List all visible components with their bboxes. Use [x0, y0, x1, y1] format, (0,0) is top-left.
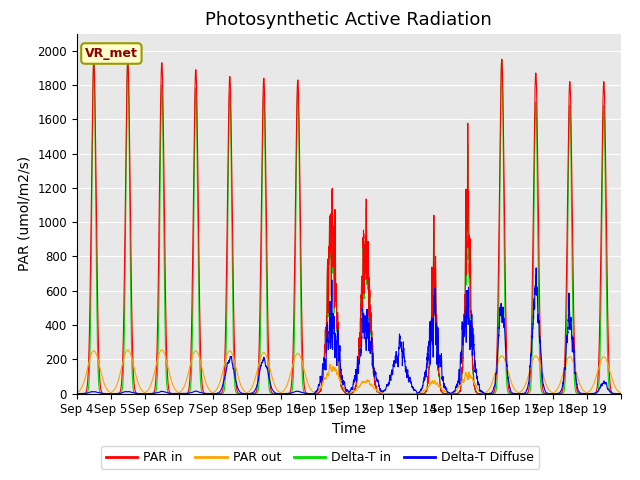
Delta-T in	[525, 390, 532, 396]
PAR in	[617, 391, 625, 396]
Delta-T in	[90, 57, 98, 62]
Delta-T Diffuse	[73, 391, 81, 396]
Delta-T in	[73, 391, 81, 396]
Delta-T in	[499, 61, 506, 67]
Line: PAR in: PAR in	[77, 60, 621, 394]
PAR in	[499, 60, 506, 65]
PAR in	[124, 57, 132, 62]
Delta-T in	[369, 358, 377, 363]
PAR out	[369, 384, 377, 389]
PAR out	[124, 347, 132, 353]
Delta-T in	[398, 391, 406, 396]
PAR in	[73, 391, 81, 396]
PAR out	[539, 372, 547, 377]
Delta-T in	[379, 391, 387, 396]
PAR in	[525, 386, 532, 392]
Delta-T Diffuse	[398, 348, 406, 354]
Line: Delta-T in: Delta-T in	[77, 60, 621, 394]
Title: Photosynthetic Active Radiation: Photosynthetic Active Radiation	[205, 11, 492, 29]
PAR in	[186, 379, 193, 384]
PAR out	[379, 391, 387, 396]
Delta-T Diffuse	[532, 265, 540, 271]
Delta-T Diffuse	[186, 390, 193, 396]
PAR out	[499, 353, 506, 359]
Delta-T in	[186, 389, 193, 395]
PAR out	[398, 391, 406, 396]
PAR in	[539, 387, 547, 393]
PAR in	[398, 391, 406, 396]
Line: PAR out: PAR out	[77, 350, 621, 394]
Y-axis label: PAR (umol/m2/s): PAR (umol/m2/s)	[18, 156, 32, 271]
PAR out	[186, 365, 193, 371]
Text: VR_met: VR_met	[85, 47, 138, 60]
Delta-T Diffuse	[498, 311, 506, 316]
PAR out	[617, 391, 625, 396]
PAR out	[73, 390, 81, 396]
Delta-T in	[617, 391, 625, 396]
PAR out	[525, 371, 532, 377]
Delta-T Diffuse	[617, 391, 625, 396]
Legend: PAR in, PAR out, Delta-T in, Delta-T Diffuse: PAR in, PAR out, Delta-T in, Delta-T Dif…	[101, 446, 539, 469]
Delta-T in	[539, 391, 547, 396]
Delta-T Diffuse	[525, 381, 532, 386]
Line: Delta-T Diffuse: Delta-T Diffuse	[77, 268, 621, 394]
Delta-T Diffuse	[369, 350, 377, 356]
PAR in	[369, 356, 377, 362]
X-axis label: Time: Time	[332, 422, 366, 436]
Delta-T Diffuse	[539, 379, 547, 385]
PAR in	[379, 391, 387, 396]
